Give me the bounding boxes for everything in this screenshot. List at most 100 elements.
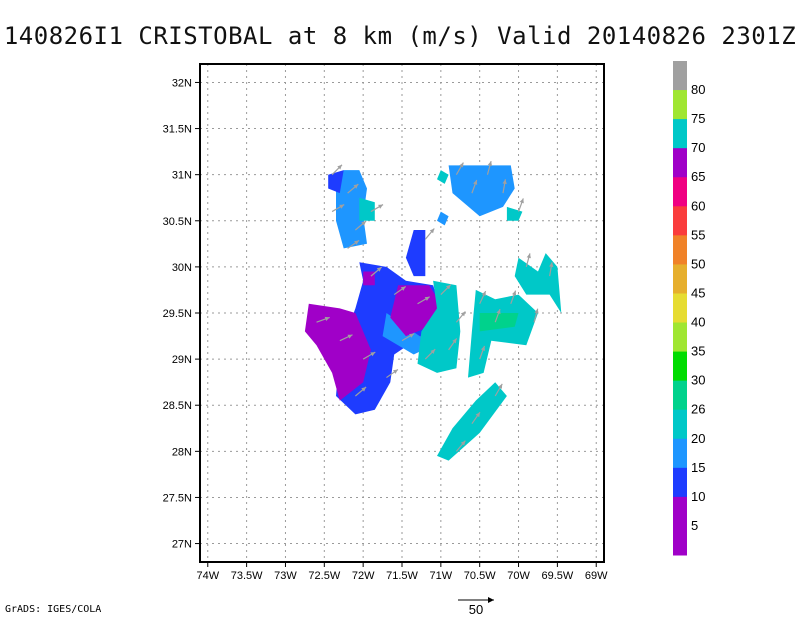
x-tick-label: 69.5W [541, 570, 573, 582]
x-tick-label: 72.5W [308, 570, 340, 582]
wind-vector-head [549, 262, 554, 268]
wind-vector [339, 334, 353, 342]
wind-vector-head [487, 161, 492, 167]
x-tick-label: 74W [196, 570, 219, 582]
wind-vector [494, 383, 503, 397]
colorbar-label: 55 [691, 227, 705, 242]
x-tick-label: 73W [274, 570, 297, 582]
colorbar-label: 26 [691, 402, 705, 417]
colorbar-segment [673, 264, 687, 294]
colorbar-label: 10 [691, 489, 705, 504]
wind-vector-head [481, 291, 486, 297]
wind-vector [354, 386, 367, 397]
wind-vector-head [424, 296, 430, 301]
wind-vector [362, 351, 376, 360]
y-tick-label: 31N [172, 170, 192, 182]
wind-region-20 [437, 382, 507, 461]
wind-vector [471, 179, 478, 194]
wind-vector-head [473, 180, 478, 185]
y-tick-label: 32N [172, 77, 192, 89]
wind-vector [517, 198, 524, 212]
wind-vector-head [347, 334, 353, 339]
wind-vector-head [496, 309, 501, 314]
wind-vector-head [452, 338, 457, 344]
y-tick-label: 29.5N [163, 308, 192, 320]
colorbar-label: 80 [691, 82, 705, 97]
wind-vector-head [446, 284, 451, 290]
wind-vector-head [324, 316, 330, 321]
x-tick-label: 72W [352, 570, 375, 582]
colorbar-label: 30 [691, 373, 705, 388]
wind-vector-head [460, 311, 466, 317]
colorbar-segment [673, 90, 687, 120]
wind-vector [331, 164, 343, 176]
credit-label: GrADS: IGES/COLA [5, 604, 101, 615]
colorbar-segment [673, 293, 687, 324]
wind-vector [424, 348, 436, 360]
reference-vector-head [488, 597, 494, 603]
wind-vector [386, 369, 399, 379]
wind-vector [479, 290, 487, 305]
wind-vector-head [480, 346, 485, 351]
reference-vector-label: 50 [469, 602, 483, 617]
x-tick-label: 71.5W [386, 570, 418, 582]
wind-region-20 [417, 280, 461, 373]
wind-region-20 [359, 197, 375, 221]
wind-vector-head [378, 204, 383, 209]
colorbar-segment [673, 467, 687, 498]
x-tick-label: 70W [507, 570, 530, 582]
wind-vector [448, 338, 458, 351]
wind-vector-head [354, 240, 360, 245]
wind-vector-head [337, 164, 342, 170]
y-tick-label: 30.5N [163, 216, 192, 228]
wind-region-15 [437, 211, 449, 226]
wind-vector-head [512, 290, 517, 296]
wind-region-20 [514, 253, 562, 313]
wind-speed-fill [304, 165, 562, 461]
colorbar-label: 50 [691, 256, 705, 271]
wind-vector [510, 290, 517, 304]
wind-vector [347, 183, 359, 194]
wind-vector [370, 266, 383, 277]
wind-vector-head [409, 333, 415, 338]
wind-vector-head [353, 184, 359, 189]
wind-region-20 [506, 206, 523, 221]
colorbar-segment [673, 409, 687, 440]
y-tick-label: 28.5N [163, 400, 192, 412]
colorbar-segment [673, 525, 687, 556]
wind-vector-head [429, 228, 435, 234]
wind-region-5 [304, 303, 371, 401]
wind-vector-head [460, 440, 466, 446]
colorbar-segment [673, 496, 687, 527]
wind-region-20 [468, 289, 538, 378]
wind-region-15 [448, 165, 515, 217]
wind-vector [316, 316, 330, 323]
wind-region-26 [479, 313, 519, 332]
wind-region-20 [437, 170, 449, 184]
wind-vector [455, 440, 466, 452]
wind-vector-head [519, 198, 524, 204]
wind-vector [354, 220, 367, 231]
wind-vector [393, 286, 407, 296]
wind-vector [533, 308, 539, 323]
wind-vector-head [430, 349, 436, 354]
colorbar-label: 60 [691, 198, 705, 213]
wind-vector [370, 204, 384, 213]
y-tick-label: 28N [172, 446, 192, 458]
y-tick-label: 30N [172, 262, 192, 274]
colorbar-segment [673, 351, 687, 382]
wind-vector [455, 162, 464, 175]
chart-title: 140826I1 CRISTOBAL at 8 km (m/s) Valid 2… [4, 22, 796, 50]
colorbar-label: 35 [691, 344, 705, 359]
wind-vector-head [502, 179, 507, 185]
y-axis-ticks: 32N 31.5N 31N 30.5N 30N 29.5N 29N 28.5N 28N 27.5N… [163, 77, 200, 551]
grid-lines [200, 64, 604, 562]
wind-vector-head [498, 383, 503, 389]
colorbar-segment [673, 235, 687, 265]
wind-vector-head [475, 412, 480, 418]
wind-vector-head [393, 369, 398, 374]
wind-vector [440, 284, 452, 295]
wind-region-10 [405, 230, 426, 277]
plot-area [199, 63, 605, 563]
